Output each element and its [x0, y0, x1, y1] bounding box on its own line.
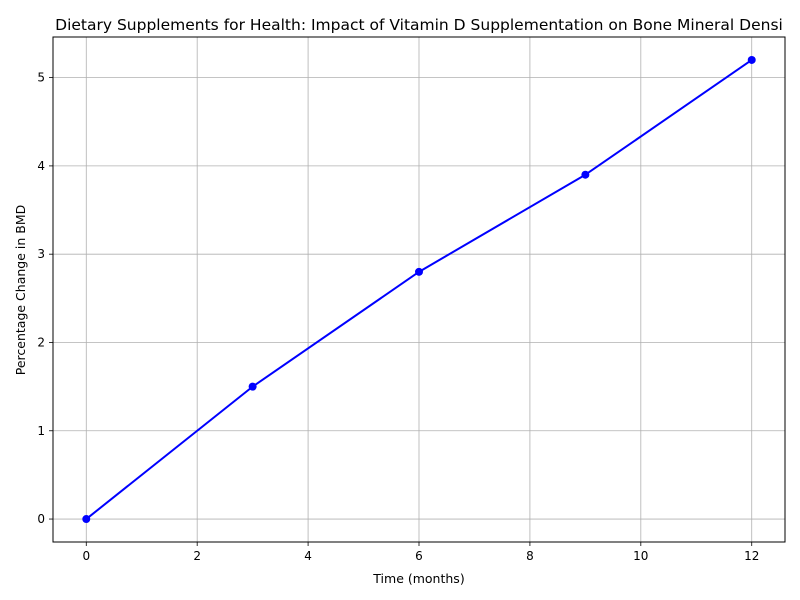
y-tick-label: 1 — [37, 424, 45, 438]
x-tick-label: 2 — [193, 549, 201, 563]
data-point — [248, 382, 257, 391]
x-axis-label: Time (months) — [372, 571, 464, 586]
data-point — [581, 170, 590, 179]
chart-title: Dietary Supplements for Health: Impact o… — [55, 16, 783, 34]
x-tick-label: 4 — [304, 549, 312, 563]
y-tick-label: 0 — [37, 512, 45, 526]
data-point — [747, 55, 756, 64]
y-tick-label: 3 — [37, 247, 45, 261]
x-tick-label: 0 — [82, 549, 90, 563]
x-tick-label: 6 — [415, 549, 423, 563]
grid-lines — [53, 37, 785, 542]
series-layer — [82, 55, 756, 524]
x-tick-label: 8 — [526, 549, 534, 563]
data-point — [82, 515, 91, 524]
y-tick-label: 2 — [37, 335, 45, 349]
x-tick-label: 12 — [744, 549, 759, 563]
y-tick-label: 5 — [37, 71, 45, 85]
data-point — [415, 267, 423, 276]
y-tick-label: 4 — [37, 159, 45, 173]
x-tick-label: 10 — [633, 549, 648, 563]
y-axis-label: Percentage Change in BMD — [13, 205, 28, 375]
